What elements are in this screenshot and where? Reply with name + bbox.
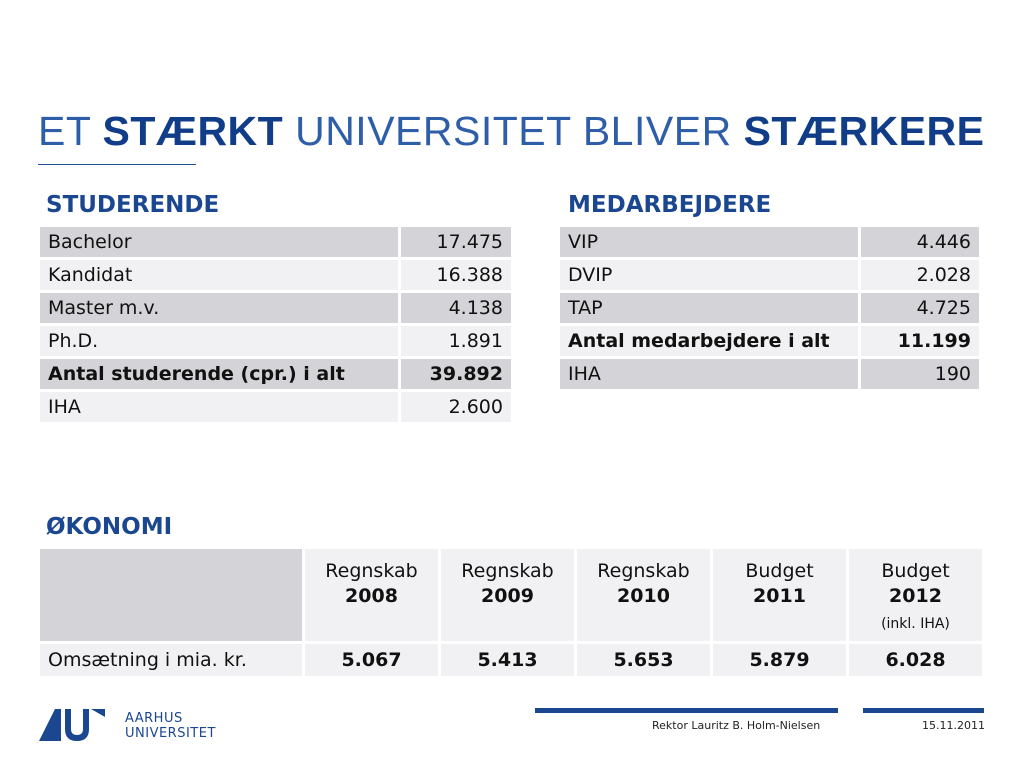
- table-header-row: Regnskab 2008 Regnskab 2009 Regnskab 201…: [40, 549, 982, 641]
- university-logo-icon: [37, 703, 107, 743]
- row-value: 4.138: [401, 293, 511, 323]
- table-row: Master m.v. 4.138: [40, 293, 511, 323]
- column-type: Regnskab: [597, 560, 690, 582]
- row-label: IHA: [40, 392, 398, 422]
- studerende-heading: STUDERENDE: [46, 192, 220, 218]
- table-row: Omsætning i mia. kr. 5.067 5.413 5.653 5…: [40, 644, 982, 676]
- table-row-total: Antal medarbejdere i alt 11.199: [560, 326, 979, 356]
- row-label: Master m.v.: [40, 293, 398, 323]
- row-value: 5.067: [305, 644, 438, 676]
- okonomi-table: Regnskab 2008 Regnskab 2009 Regnskab 201…: [37, 546, 985, 679]
- column-header: Regnskab 2008: [305, 549, 438, 641]
- column-header: Regnskab 2009: [441, 549, 574, 641]
- header-blank-cell: [40, 549, 302, 641]
- row-value: 4.446: [861, 227, 979, 257]
- row-label: Antal studerende (cpr.) i alt: [40, 359, 398, 389]
- table-row: VIP 4.446: [560, 227, 979, 257]
- presentation-date: 15.11.2011: [922, 719, 985, 732]
- okonomi-heading: ØKONOMI: [46, 514, 173, 540]
- table-row: IHA 190: [560, 359, 979, 389]
- row-value: 6.028: [849, 644, 982, 676]
- presenter-name: Rektor Lauritz B. Holm-Nielsen: [652, 719, 821, 732]
- column-type: Budget: [745, 560, 814, 582]
- title-part-3: UNIVERSITET BLIVER: [283, 108, 744, 154]
- title-part-2: STÆRKT: [102, 108, 284, 154]
- table-row: TAP 4.725: [560, 293, 979, 323]
- column-header: Regnskab 2010: [577, 549, 710, 641]
- row-label: TAP: [560, 293, 858, 323]
- title-part-4: STÆRKERE: [743, 108, 985, 154]
- page-title: ET STÆRKT UNIVERSITET BLIVER STÆRKERE: [38, 108, 984, 155]
- row-label: Antal medarbejdere i alt: [560, 326, 858, 356]
- university-name: AARHUS UNIVERSITET: [125, 711, 216, 741]
- table-row: IHA 2.600: [40, 392, 511, 422]
- column-year: 2008: [345, 585, 398, 607]
- table-row: Kandidat 16.388: [40, 260, 511, 290]
- column-note: (inkl. IHA): [881, 616, 950, 632]
- title-part-1: ET: [38, 108, 103, 154]
- column-type: Regnskab: [461, 560, 554, 582]
- table-row: DVIP 2.028: [560, 260, 979, 290]
- row-value: 4.725: [861, 293, 979, 323]
- studerende-table: Bachelor 17.475 Kandidat 16.388 Master m…: [37, 224, 514, 425]
- row-label: IHA: [560, 359, 858, 389]
- column-type: Regnskab: [325, 560, 418, 582]
- row-value: 5.879: [713, 644, 846, 676]
- column-year: 2011: [753, 585, 806, 607]
- table-row-total: Antal studerende (cpr.) i alt 39.892: [40, 359, 511, 389]
- column-type: Budget: [881, 560, 950, 582]
- row-label: DVIP: [560, 260, 858, 290]
- title-underline: [38, 164, 196, 165]
- row-label: Kandidat: [40, 260, 398, 290]
- row-value: 17.475: [401, 227, 511, 257]
- university-name-line-1: AARHUS: [125, 711, 183, 726]
- medarbejdere-table: VIP 4.446 DVIP 2.028 TAP 4.725 Antal med…: [557, 224, 982, 392]
- university-name-line-2: UNIVERSITET: [125, 726, 216, 741]
- column-header: Budget 2011: [713, 549, 846, 641]
- row-value: 2.600: [401, 392, 511, 422]
- column-year: 2009: [481, 585, 534, 607]
- column-year: 2010: [617, 585, 670, 607]
- medarbejdere-heading: MEDARBEJDERE: [568, 192, 772, 218]
- table-row: Bachelor 17.475: [40, 227, 511, 257]
- row-value: 11.199: [861, 326, 979, 356]
- column-year: 2012: [889, 585, 942, 607]
- row-value: 2.028: [861, 260, 979, 290]
- row-value: 5.653: [577, 644, 710, 676]
- footer-bar-presenter: [535, 708, 838, 713]
- row-value: 190: [861, 359, 979, 389]
- row-label: Omsætning i mia. kr.: [40, 644, 302, 676]
- row-label: Ph.D.: [40, 326, 398, 356]
- row-label: Bachelor: [40, 227, 398, 257]
- footer-bar-date: [863, 708, 984, 713]
- table-row: Ph.D. 1.891: [40, 326, 511, 356]
- row-value: 5.413: [441, 644, 574, 676]
- row-label: VIP: [560, 227, 858, 257]
- column-header: Budget 2012 (inkl. IHA): [849, 549, 982, 641]
- row-value: 1.891: [401, 326, 511, 356]
- row-value: 16.388: [401, 260, 511, 290]
- row-value: 39.892: [401, 359, 511, 389]
